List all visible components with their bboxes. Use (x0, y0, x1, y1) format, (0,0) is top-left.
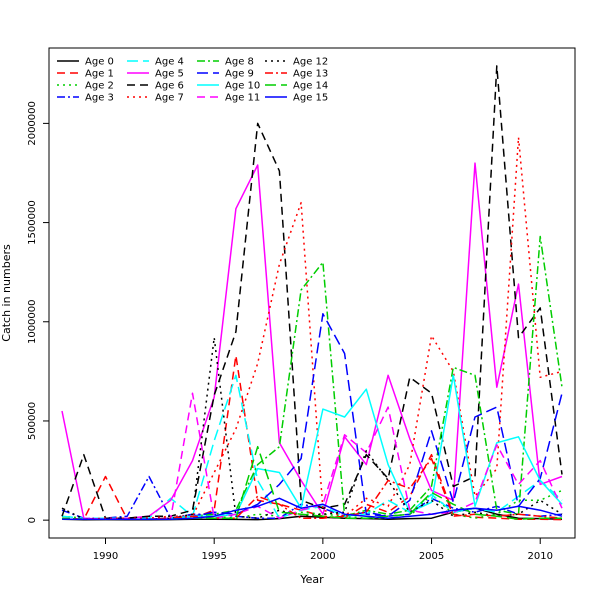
legend-entry-age-2: Age 2 (57, 81, 114, 92)
legend-label: Age 12 (293, 57, 328, 68)
legend-label: Age 10 (225, 81, 260, 92)
legend-label: Age 8 (225, 57, 254, 68)
y-tick-label-1500000: 1500000 (27, 200, 38, 245)
x-tick-label-1990: 1990 (93, 551, 118, 562)
legend-label: Age 0 (85, 57, 114, 68)
x-tick-label-2010: 2010 (527, 551, 552, 562)
legend-entry-age-10: Age 10 (197, 81, 260, 92)
legend-label: Age 1 (85, 69, 114, 80)
legend-entry-age-12: Age 12 (265, 57, 328, 68)
y-tick-label-2000000: 2000000 (27, 101, 38, 146)
legend-label: Age 15 (293, 93, 328, 104)
y-axis: 0 500000 1000000 1500000 2000000 (27, 101, 49, 523)
x-axis-label: Year (299, 573, 324, 586)
legend-label: Age 13 (293, 69, 328, 80)
plot-frame (48, 47, 576, 539)
x-tick-label-2000: 2000 (310, 551, 335, 562)
legend-entry-age-7: Age 7 (127, 93, 184, 104)
legend-entry-age-1: Age 1 (57, 69, 114, 80)
series-line-age-15 (62, 497, 563, 520)
legend-label: Age 14 (293, 81, 328, 92)
x-axis: 1990 1995 2000 2005 2010 (93, 538, 553, 562)
legend-entry-age-0: Age 0 (57, 57, 114, 68)
legend-entry-age-3: Age 3 (57, 93, 114, 104)
y-tick-label-1000000: 1000000 (27, 299, 38, 344)
y-tick-label-500000: 500000 (27, 402, 38, 440)
x-tick-label-1995: 1995 (201, 551, 226, 562)
series-layer (61, 65, 563, 521)
legend-label: Age 4 (155, 57, 184, 68)
legend-label: Age 3 (85, 93, 114, 104)
y-axis-label: Catch in numbers (0, 244, 13, 342)
series-line-age-6 (61, 65, 563, 519)
legend-entry-age-13: Age 13 (265, 69, 328, 80)
legend-entry-age-14: Age 14 (265, 81, 328, 92)
legend-entry-age-6: Age 6 (127, 81, 184, 92)
legend-entry-age-15: Age 15 (265, 93, 328, 104)
legend-label: Age 6 (155, 81, 184, 92)
legend-entry-age-9: Age 9 (197, 69, 254, 80)
legend-label: Age 7 (155, 93, 184, 104)
legend-label: Age 2 (85, 81, 114, 92)
y-tick-label-0: 0 (27, 517, 38, 523)
legend-label: Age 9 (225, 69, 254, 80)
legend-entry-age-11: Age 11 (197, 93, 260, 104)
legend-entry-age-8: Age 8 (197, 57, 254, 68)
legend-label: Age 5 (155, 69, 184, 80)
x-tick-label-2005: 2005 (419, 551, 444, 562)
legend-label: Age 11 (225, 93, 260, 104)
legend-entry-age-5: Age 5 (127, 69, 184, 80)
legend-entry-age-4: Age 4 (127, 57, 184, 68)
series-line-age-7 (61, 136, 563, 520)
